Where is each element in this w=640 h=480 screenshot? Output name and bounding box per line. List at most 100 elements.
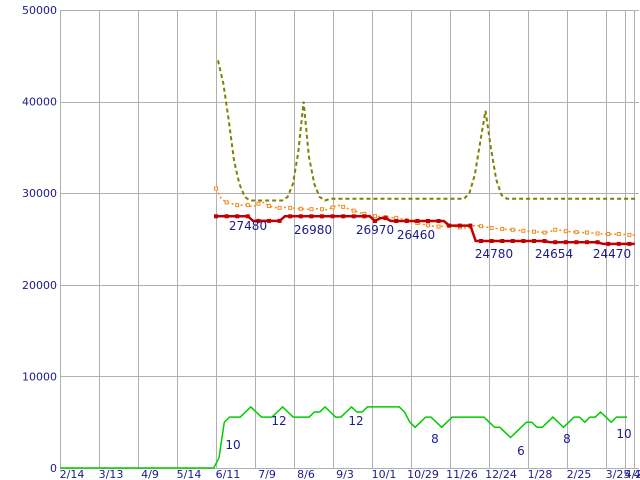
red-solid-series-marker [288,214,293,219]
x-axis-tick-label: 2/25 [567,468,592,480]
red-solid-series-marker [341,214,346,219]
x-axis-tick-label: 4/22 [625,468,640,480]
orange-dotted-series-marker [553,227,558,232]
red-solid-series-marker [574,240,579,245]
orange-dotted-series-marker [500,226,505,231]
orange-dotted-series-marker [627,232,632,237]
y-axis-tick-label: 10000 [22,370,57,383]
y-axis-tick-label: 50000 [22,4,57,17]
red-solid-series-marker [415,219,420,223]
orange-dotted-series-marker [616,232,621,236]
red-solid-series-marker [447,223,452,228]
red-solid-series-marker [383,216,388,221]
orange-dotted-series-marker [606,232,611,236]
orange-dotted-series-marker [489,226,494,230]
red-solid-series-marker [563,240,568,245]
x-axis-tick-label: 10/1 [372,468,397,480]
red-solid-series-marker [479,239,483,243]
olive-dashed-series-path [217,60,636,202]
x-axis-tick-label: 1/28 [528,468,553,480]
data-value-label: 24470 [593,247,631,261]
x-axis-tick-label: 4/28 [634,468,640,480]
x-axis-tick-label: 3/25 [606,468,631,480]
orange-dotted-series-marker [532,229,536,234]
red-solid-series-marker [468,223,473,228]
red-solid-series-marker [235,214,240,219]
x-axis-tick-label: 12/24 [485,468,517,480]
x-axis-tick-label: 7/9 [258,468,276,480]
data-value-label: 10 [616,427,631,441]
red-solid-series-marker [277,218,282,223]
series-red-solid-series [214,214,635,246]
red-solid-series-marker [373,219,377,223]
red-solid-series-marker [214,214,218,219]
orange-dotted-series-marker [521,228,526,233]
red-solid-series-marker [521,239,526,243]
data-value-label: 24780 [475,247,513,261]
x-axis-labels: 2/14 3/13 4/9 5/14 6/11 7/9 8/6 9/3 10/1 10/29 11/… [60,468,640,480]
red-solid-series-marker [426,219,430,223]
orange-dotted-series-marker [595,231,600,236]
data-value-label: 8 [431,432,439,446]
red-solid-series-marker [457,223,462,228]
x-axis-tick-label: 9/3 [336,468,354,480]
x-axis-tick-label: 10/29 [407,468,439,480]
red-solid-series-marker [489,239,494,243]
orange-dotted-series-marker [510,227,515,232]
data-value-label: 6 [517,444,525,458]
orange-dotted-series-marker [394,215,399,220]
data-value-label: 12 [271,414,286,428]
y-axis-tick-label: 40000 [22,96,57,109]
red-solid-series-marker [606,241,611,246]
orange-dotted-series-marker [436,224,441,229]
orange-dotted-series-marker [574,230,579,235]
red-solid-series-marker [320,214,324,219]
red-solid-series-marker [267,218,271,223]
orange-dotted-series-marker [341,204,346,209]
data-value-label: 10 [225,438,240,452]
orange-dotted-series-marker [235,203,240,208]
series-olive-dashed-series [217,60,636,202]
orange-dotted-series-marker [320,207,324,212]
red-solid-series-marker [256,218,261,223]
y-axis-tick-label: 0 [50,462,57,475]
red-solid-series-marker [394,219,399,223]
orange-dotted-series-marker [214,186,218,191]
y-axis-tick-label: 30000 [22,187,57,200]
data-point-labels: 27480 26980 26970 26460 24780 24654 24470 10 12 1… [225,219,631,458]
red-solid-series-marker [510,239,515,243]
orange-dotted-series-marker [267,204,271,208]
orange-dotted-series-marker [542,230,547,235]
x-axis-tick-label: 4/9 [141,468,159,480]
red-solid-series-marker [500,239,505,243]
red-solid-series-marker [298,214,303,219]
data-value-label: 12 [348,414,363,428]
red-solid-series-marker [351,214,356,219]
data-value-label: 24654 [535,247,573,261]
orange-dotted-series-marker [426,223,430,228]
red-solid-series-marker [224,214,229,219]
data-value-label: 26980 [294,223,332,237]
red-solid-series-marker [362,214,367,219]
red-solid-series-marker [436,219,441,223]
x-axis-tick-label: 6/11 [216,468,241,480]
orange-dotted-series-marker [351,208,356,213]
x-axis-tick-label: 2/14 [60,468,85,480]
orange-dotted-series-marker [288,205,293,210]
grid-layer [60,10,639,469]
y-axis-labels: 0 10000 20000 30000 40000 50000 [22,4,57,475]
red-solid-series-marker [627,241,632,246]
red-solid-series-marker [595,240,600,245]
orange-dotted-series-marker [309,207,314,212]
orange-dotted-series-marker [245,203,250,208]
orange-dotted-series-marker [373,214,377,219]
green-volume-series-path [60,405,628,469]
red-solid-series-marker [532,239,536,243]
orange-dotted-series-marker [330,205,335,210]
data-value-label: 27480 [229,219,267,233]
red-solid-series-marker [553,240,558,245]
x-axis-tick-label: 5/14 [177,468,202,480]
red-solid-series-marker [245,214,250,219]
series-green-volume-series [60,405,628,469]
